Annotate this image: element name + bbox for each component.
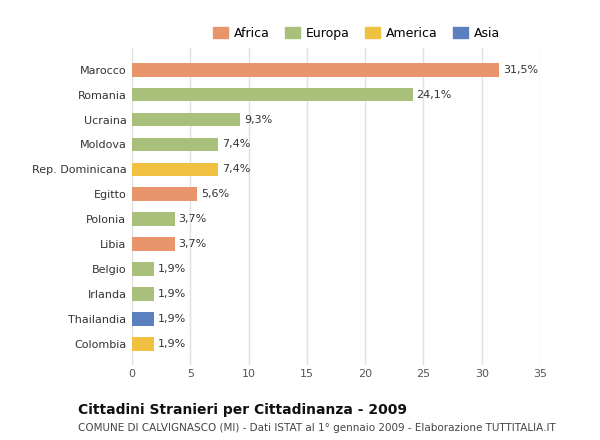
Bar	[132, 162, 218, 176]
Legend: Africa, Europa, America, Asia: Africa, Europa, America, Asia	[209, 23, 504, 44]
Text: 31,5%: 31,5%	[503, 65, 538, 75]
Text: 5,6%: 5,6%	[201, 189, 229, 199]
Text: Cittadini Stranieri per Cittadinanza - 2009: Cittadini Stranieri per Cittadinanza - 2…	[78, 403, 407, 417]
Text: COMUNE DI CALVIGNASCO (MI) - Dati ISTAT al 1° gennaio 2009 - Elaborazione TUTTIT: COMUNE DI CALVIGNASCO (MI) - Dati ISTAT …	[78, 423, 556, 433]
Bar	[132, 213, 175, 226]
Bar	[132, 237, 175, 251]
Bar	[132, 287, 154, 301]
Bar	[132, 113, 241, 126]
Bar	[132, 262, 154, 276]
Text: 24,1%: 24,1%	[416, 90, 452, 99]
Bar	[132, 88, 413, 102]
Text: 3,7%: 3,7%	[179, 239, 207, 249]
Text: 1,9%: 1,9%	[158, 314, 186, 324]
Text: 9,3%: 9,3%	[244, 114, 272, 125]
Bar	[132, 337, 154, 351]
Text: 1,9%: 1,9%	[158, 289, 186, 299]
Bar	[132, 138, 218, 151]
Bar	[132, 187, 197, 201]
Text: 1,9%: 1,9%	[158, 264, 186, 274]
Bar	[132, 312, 154, 326]
Text: 7,4%: 7,4%	[222, 165, 250, 174]
Text: 7,4%: 7,4%	[222, 139, 250, 150]
Text: 1,9%: 1,9%	[158, 339, 186, 349]
Bar	[132, 63, 499, 77]
Text: 3,7%: 3,7%	[179, 214, 207, 224]
